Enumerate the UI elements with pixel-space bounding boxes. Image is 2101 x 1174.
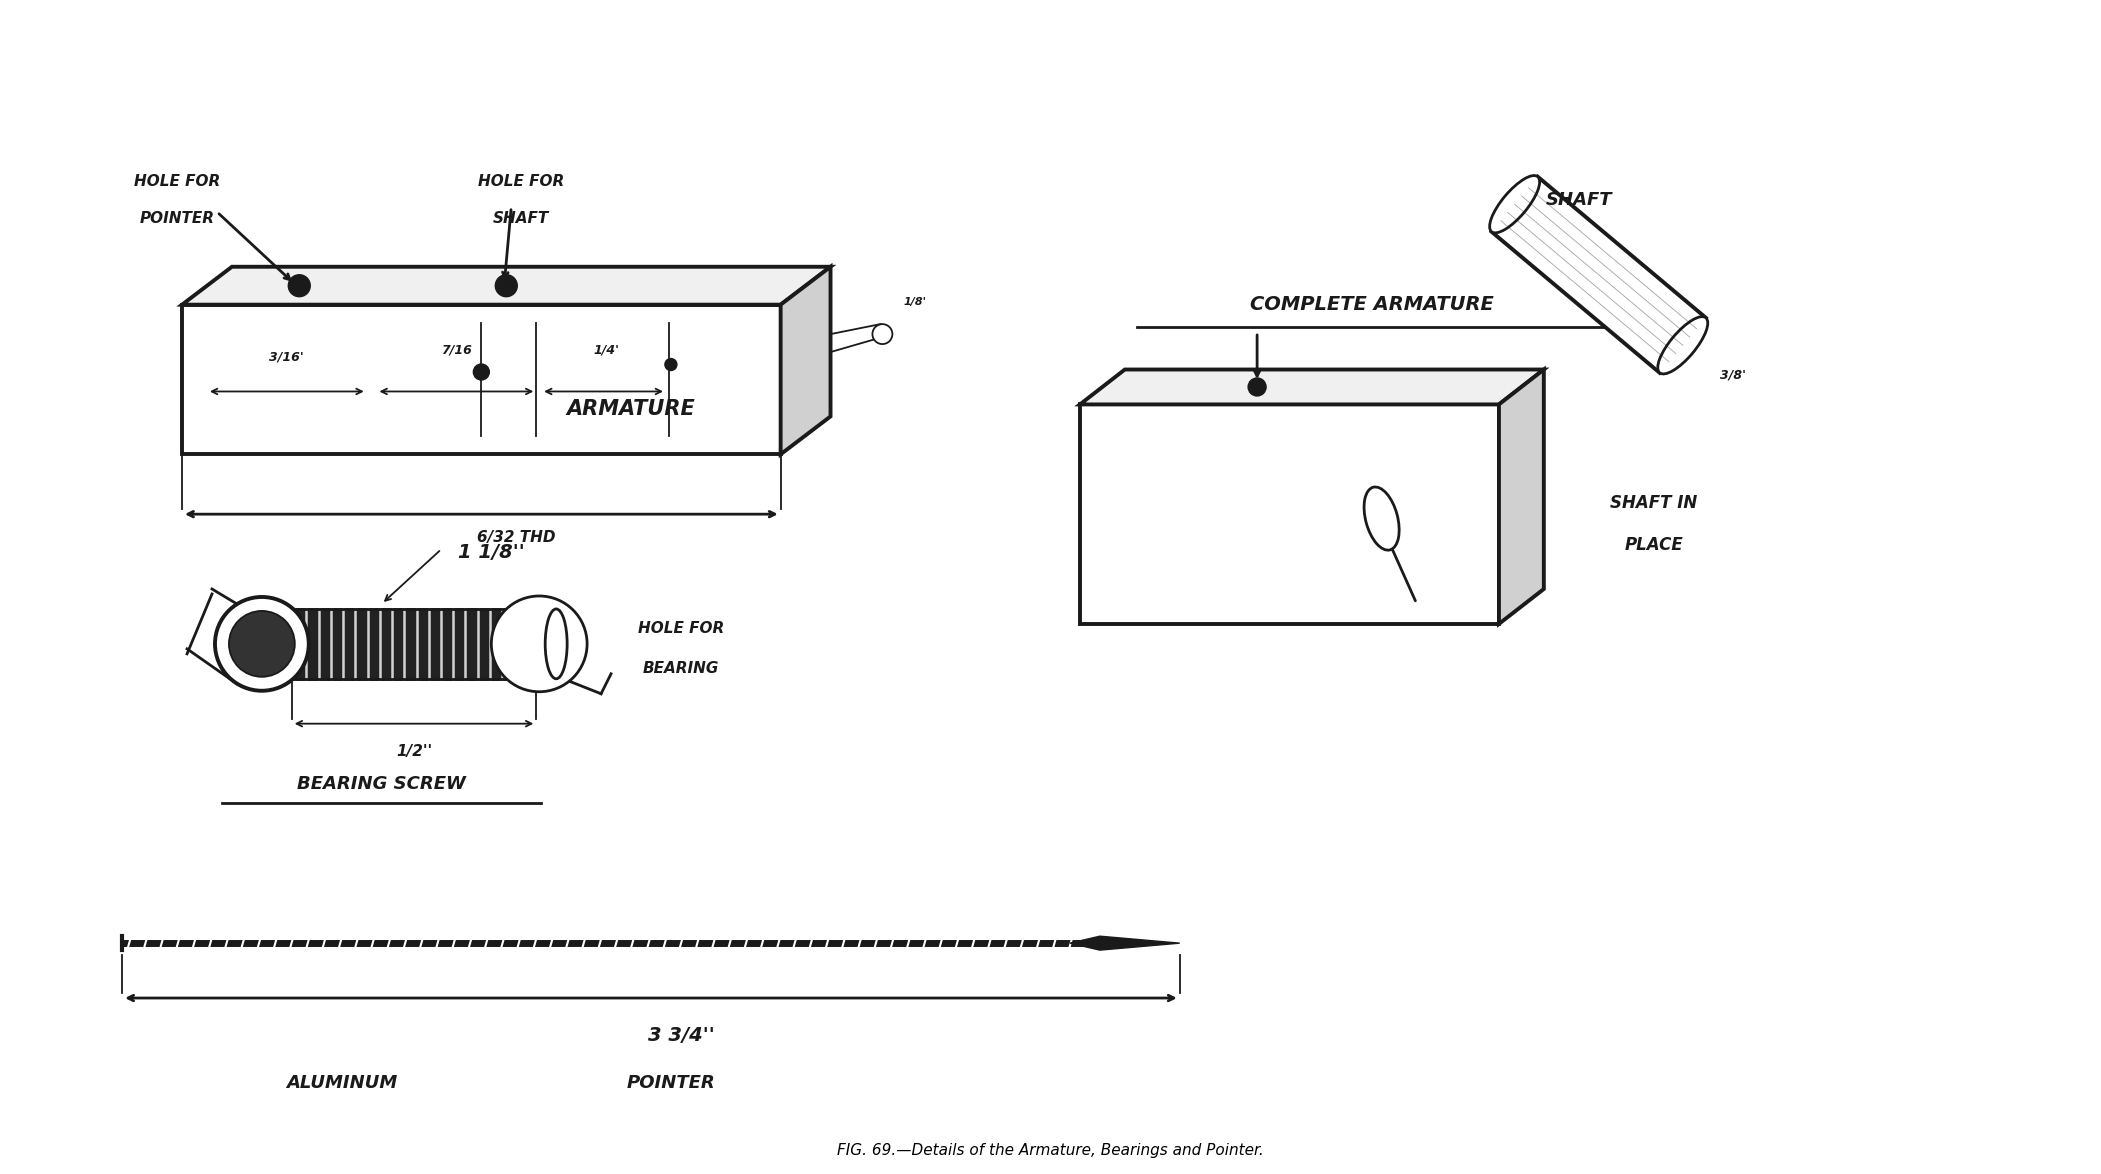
Text: BEARING SCREW: BEARING SCREW	[296, 775, 466, 792]
Ellipse shape	[1658, 317, 1708, 375]
Circle shape	[288, 275, 311, 297]
Text: SHAFT: SHAFT	[494, 211, 548, 227]
Text: FIG. 69.—Details of the Armature, Bearings and Pointer.: FIG. 69.—Details of the Armature, Bearin…	[836, 1143, 1265, 1159]
Text: SHAFT: SHAFT	[1546, 191, 1611, 209]
Text: 3/16': 3/16'	[269, 351, 305, 364]
FancyBboxPatch shape	[282, 609, 550, 679]
Circle shape	[492, 596, 586, 691]
Text: 1/4': 1/4'	[592, 343, 620, 356]
Circle shape	[664, 358, 677, 371]
Circle shape	[872, 324, 893, 344]
Text: SHAFT IN: SHAFT IN	[1609, 494, 1698, 512]
Text: BEARING: BEARING	[643, 661, 719, 676]
Circle shape	[473, 364, 490, 380]
Text: PLACE: PLACE	[1624, 537, 1683, 554]
Text: 1 1/8'': 1 1/8''	[458, 542, 525, 561]
Text: POINTER: POINTER	[626, 1074, 714, 1092]
Circle shape	[214, 596, 309, 690]
Circle shape	[496, 275, 517, 297]
Polygon shape	[1498, 370, 1544, 623]
Text: 6/32 THD: 6/32 THD	[477, 529, 555, 545]
Polygon shape	[782, 266, 830, 454]
Text: HOLE FOR: HOLE FOR	[639, 621, 725, 636]
Polygon shape	[1080, 404, 1498, 623]
Ellipse shape	[1364, 487, 1399, 551]
Polygon shape	[183, 266, 830, 305]
Text: POINTER: POINTER	[139, 211, 214, 227]
Text: 1/8': 1/8'	[903, 297, 927, 308]
Text: COMPLETE ARMATURE: COMPLETE ARMATURE	[1250, 295, 1494, 315]
Text: HOLE FOR: HOLE FOR	[134, 175, 221, 189]
Text: 3 3/4'': 3 3/4''	[647, 1026, 714, 1045]
Ellipse shape	[1490, 176, 1540, 232]
Text: HOLE FOR: HOLE FOR	[479, 175, 565, 189]
Polygon shape	[183, 305, 782, 454]
Polygon shape	[1080, 370, 1544, 404]
Circle shape	[1248, 378, 1267, 396]
Text: 7/16: 7/16	[441, 343, 473, 356]
Polygon shape	[1069, 936, 1179, 950]
Text: ARMATURE: ARMATURE	[567, 399, 695, 419]
Text: ALUMINUM: ALUMINUM	[286, 1074, 397, 1092]
Circle shape	[229, 610, 294, 676]
Text: 3/8': 3/8'	[1719, 369, 1746, 382]
Ellipse shape	[544, 609, 567, 679]
Text: 1/2'': 1/2''	[395, 744, 433, 760]
Polygon shape	[1492, 177, 1706, 373]
